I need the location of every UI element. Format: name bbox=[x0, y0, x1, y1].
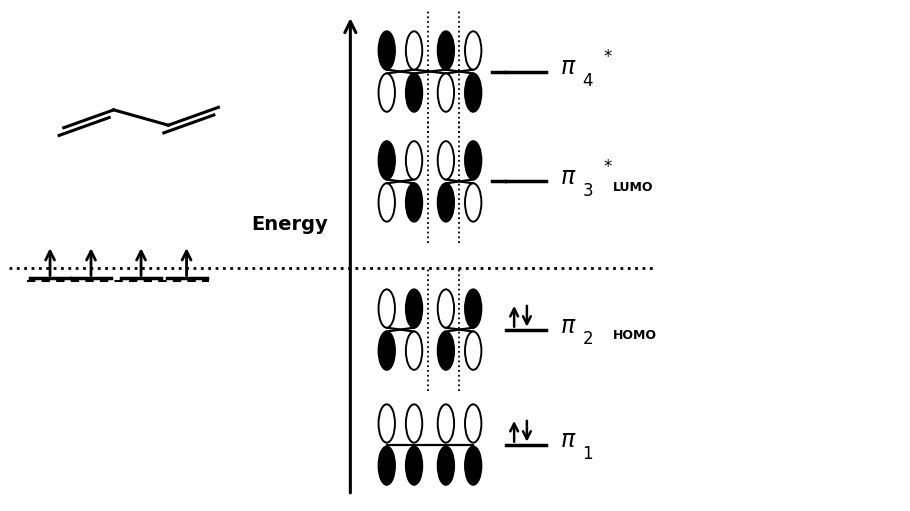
Ellipse shape bbox=[379, 31, 395, 69]
Ellipse shape bbox=[465, 404, 481, 443]
Text: 3: 3 bbox=[582, 181, 593, 200]
Ellipse shape bbox=[406, 289, 422, 328]
Text: LUMO: LUMO bbox=[612, 181, 653, 194]
Ellipse shape bbox=[406, 447, 422, 485]
Ellipse shape bbox=[438, 332, 454, 370]
Text: HOMO: HOMO bbox=[612, 329, 656, 342]
Text: *: * bbox=[603, 48, 612, 66]
Ellipse shape bbox=[406, 183, 422, 222]
Ellipse shape bbox=[406, 404, 422, 443]
Text: 1: 1 bbox=[582, 445, 593, 463]
Ellipse shape bbox=[438, 183, 454, 222]
Ellipse shape bbox=[465, 183, 481, 222]
Ellipse shape bbox=[465, 332, 481, 370]
Ellipse shape bbox=[379, 332, 395, 370]
Ellipse shape bbox=[438, 141, 454, 179]
Ellipse shape bbox=[438, 74, 454, 112]
Ellipse shape bbox=[406, 31, 422, 69]
Ellipse shape bbox=[379, 74, 395, 112]
Text: $\pi$: $\pi$ bbox=[560, 314, 576, 337]
Ellipse shape bbox=[379, 404, 395, 443]
Ellipse shape bbox=[406, 332, 422, 370]
Ellipse shape bbox=[465, 141, 481, 179]
Ellipse shape bbox=[379, 183, 395, 222]
Ellipse shape bbox=[438, 447, 454, 485]
Text: 4: 4 bbox=[582, 72, 593, 90]
Ellipse shape bbox=[406, 74, 422, 112]
Ellipse shape bbox=[438, 31, 454, 69]
Ellipse shape bbox=[438, 289, 454, 328]
Text: $\pi$: $\pi$ bbox=[560, 166, 576, 189]
Text: $\pi$: $\pi$ bbox=[560, 429, 576, 452]
Ellipse shape bbox=[465, 31, 481, 69]
Ellipse shape bbox=[406, 141, 422, 179]
Ellipse shape bbox=[438, 404, 454, 443]
Text: $\pi$: $\pi$ bbox=[560, 56, 576, 79]
Text: Energy: Energy bbox=[251, 215, 328, 235]
Ellipse shape bbox=[465, 447, 481, 485]
Text: *: * bbox=[603, 158, 612, 176]
Ellipse shape bbox=[465, 74, 481, 112]
Text: 2: 2 bbox=[582, 330, 593, 348]
Ellipse shape bbox=[379, 289, 395, 328]
Ellipse shape bbox=[465, 289, 481, 328]
Ellipse shape bbox=[379, 141, 395, 179]
Ellipse shape bbox=[379, 447, 395, 485]
